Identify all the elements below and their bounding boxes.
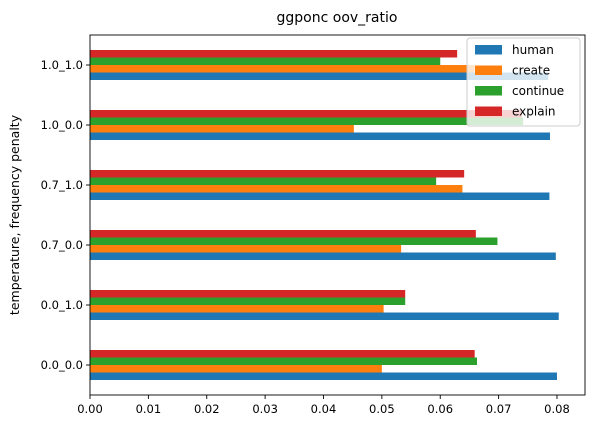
y-tick-label: 1.0_1.0 bbox=[41, 58, 83, 72]
legend-label-explain: explain bbox=[512, 105, 556, 119]
plot-frame bbox=[89, 34, 586, 396]
y-ticks: 0.0_0.0 0.0_1.0 0.7_0.0 0.7_1.0 1.0_0.0 1.0_1… bbox=[41, 58, 90, 372]
x-tick-label: 0.00 bbox=[77, 402, 103, 416]
bar-create-1.0_0.0 bbox=[90, 125, 354, 133]
bar-explain-1.0_0.0 bbox=[90, 110, 522, 118]
bar-explain-0.7_0.0 bbox=[90, 230, 476, 238]
y-tick-label: 0.0_1.0 bbox=[41, 298, 83, 312]
bar-continue-0.7_1.0 bbox=[90, 177, 437, 185]
bar-explain-0.0_0.0 bbox=[90, 350, 475, 358]
y-tick-label: 0.0_0.0 bbox=[41, 358, 83, 372]
legend-swatch-continue bbox=[475, 86, 502, 96]
x-tick-label: 0.04 bbox=[311, 402, 337, 416]
bar-human-0.0_1.0 bbox=[90, 312, 559, 320]
bar-create-0.0_0.0 bbox=[90, 365, 382, 373]
bars-layer bbox=[90, 50, 559, 380]
bar-continue-0.0_1.0 bbox=[90, 297, 406, 305]
bar-explain-1.0_1.0 bbox=[90, 50, 458, 58]
bar-human-0.0_0.0 bbox=[90, 372, 557, 380]
legend: human create continue explain bbox=[466, 37, 581, 127]
bar-create-1.0_1.0 bbox=[90, 65, 475, 73]
x-tick-label: 0.06 bbox=[427, 402, 453, 416]
legend-label-continue: continue bbox=[512, 84, 564, 98]
bar-continue-1.0_0.0 bbox=[90, 117, 524, 125]
legend-label-create: create bbox=[512, 64, 550, 78]
bar-continue-1.0_1.0 bbox=[90, 57, 441, 65]
x-tick-label: 0.08 bbox=[544, 402, 570, 416]
bar-explain-0.7_1.0 bbox=[90, 170, 465, 178]
legend-swatch-human bbox=[475, 45, 502, 55]
x-tick-label: 0.03 bbox=[252, 402, 278, 416]
bar-create-0.7_1.0 bbox=[90, 185, 463, 193]
bar-human-0.7_0.0 bbox=[90, 252, 556, 260]
x-tick-label: 0.07 bbox=[486, 402, 512, 416]
bar-human-1.0_0.0 bbox=[90, 132, 550, 140]
bar-create-0.0_1.0 bbox=[90, 305, 384, 313]
legend-label-human: human bbox=[512, 43, 554, 57]
x-tick-label: 0.05 bbox=[369, 402, 395, 416]
bar-create-0.7_0.0 bbox=[90, 245, 402, 253]
legend-swatch-explain bbox=[475, 106, 502, 116]
y-tick-label: 0.7_1.0 bbox=[41, 178, 83, 192]
bar-continue-0.7_0.0 bbox=[90, 237, 498, 245]
legend-swatch-create bbox=[475, 65, 502, 75]
y-tick-label: 1.0_0.0 bbox=[41, 118, 83, 132]
bar-explain-0.0_1.0 bbox=[90, 290, 406, 298]
y-axis-label: temperature, frequency penalty bbox=[7, 114, 22, 315]
x-tick-label: 0.02 bbox=[194, 402, 220, 416]
x-ticks: 0.00 0.01 0.02 0.03 0.04 0.05 0.06 0.07 0.08 bbox=[77, 395, 570, 416]
bar-human-0.7_1.0 bbox=[90, 192, 550, 200]
bar-human-1.0_1.0 bbox=[90, 72, 549, 80]
legend-box bbox=[466, 37, 581, 127]
bar-continue-0.0_0.0 bbox=[90, 357, 478, 365]
chart-title: ggponc oov_ratio bbox=[277, 10, 398, 26]
x-tick-label: 0.01 bbox=[136, 402, 162, 416]
y-tick-label: 0.7_0.0 bbox=[41, 238, 83, 252]
